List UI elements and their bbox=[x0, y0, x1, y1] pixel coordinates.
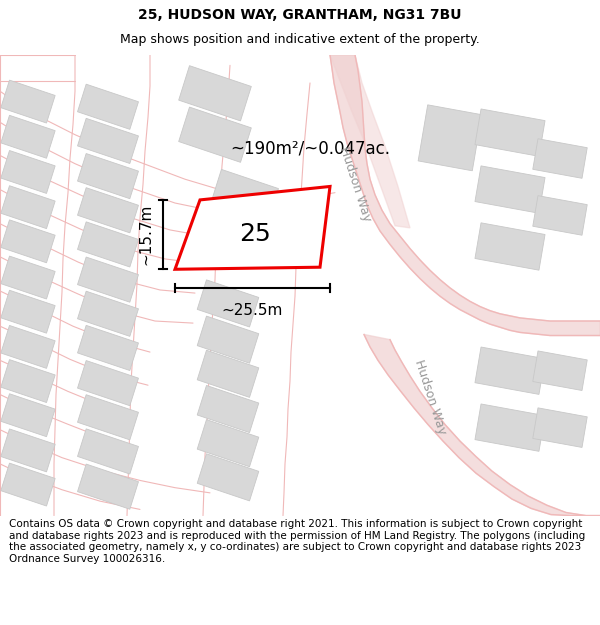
Polygon shape bbox=[1, 151, 55, 193]
Polygon shape bbox=[77, 257, 139, 302]
Polygon shape bbox=[197, 350, 259, 398]
Polygon shape bbox=[1, 290, 55, 333]
Polygon shape bbox=[212, 169, 278, 220]
Polygon shape bbox=[77, 222, 139, 267]
Polygon shape bbox=[1, 359, 55, 403]
Polygon shape bbox=[475, 223, 545, 270]
Polygon shape bbox=[1, 186, 55, 229]
Polygon shape bbox=[1, 394, 55, 437]
Polygon shape bbox=[212, 207, 278, 258]
Polygon shape bbox=[77, 395, 139, 440]
Polygon shape bbox=[364, 334, 600, 516]
Polygon shape bbox=[418, 105, 482, 171]
Polygon shape bbox=[197, 316, 259, 363]
Polygon shape bbox=[533, 196, 587, 235]
Polygon shape bbox=[77, 154, 139, 199]
Polygon shape bbox=[475, 109, 545, 156]
Polygon shape bbox=[197, 454, 259, 501]
Polygon shape bbox=[77, 291, 139, 336]
Polygon shape bbox=[175, 186, 330, 269]
Polygon shape bbox=[77, 361, 139, 406]
Text: Map shows position and indicative extent of the property.: Map shows position and indicative extent… bbox=[120, 33, 480, 46]
Polygon shape bbox=[77, 326, 139, 371]
Text: 25, HUDSON WAY, GRANTHAM, NG31 7BU: 25, HUDSON WAY, GRANTHAM, NG31 7BU bbox=[138, 8, 462, 22]
Text: ~25.5m: ~25.5m bbox=[222, 303, 283, 318]
Polygon shape bbox=[197, 386, 259, 432]
Polygon shape bbox=[330, 55, 600, 336]
Text: Contains OS data © Crown copyright and database right 2021. This information is : Contains OS data © Crown copyright and d… bbox=[9, 519, 585, 564]
Text: Hudson Way: Hudson Way bbox=[337, 145, 373, 224]
Text: Hudson Way: Hudson Way bbox=[412, 357, 448, 436]
Polygon shape bbox=[77, 188, 139, 233]
Polygon shape bbox=[1, 80, 55, 123]
Polygon shape bbox=[77, 464, 139, 509]
Text: ~15.7m: ~15.7m bbox=[138, 204, 153, 265]
Polygon shape bbox=[179, 107, 251, 162]
Polygon shape bbox=[179, 66, 251, 121]
Polygon shape bbox=[475, 404, 545, 451]
Polygon shape bbox=[330, 55, 410, 228]
Polygon shape bbox=[533, 351, 587, 391]
Polygon shape bbox=[197, 419, 259, 467]
Text: 25: 25 bbox=[239, 222, 271, 246]
Polygon shape bbox=[475, 166, 545, 213]
Text: ~190m²/~0.047ac.: ~190m²/~0.047ac. bbox=[230, 139, 390, 157]
Polygon shape bbox=[77, 429, 139, 474]
Polygon shape bbox=[1, 220, 55, 262]
Polygon shape bbox=[1, 463, 55, 506]
Polygon shape bbox=[77, 118, 139, 164]
Polygon shape bbox=[1, 326, 55, 368]
Polygon shape bbox=[1, 256, 55, 299]
Polygon shape bbox=[475, 347, 545, 394]
Polygon shape bbox=[197, 280, 259, 327]
Polygon shape bbox=[77, 84, 139, 129]
Polygon shape bbox=[533, 139, 587, 178]
Polygon shape bbox=[1, 429, 55, 472]
Polygon shape bbox=[533, 408, 587, 447]
Polygon shape bbox=[1, 116, 55, 158]
